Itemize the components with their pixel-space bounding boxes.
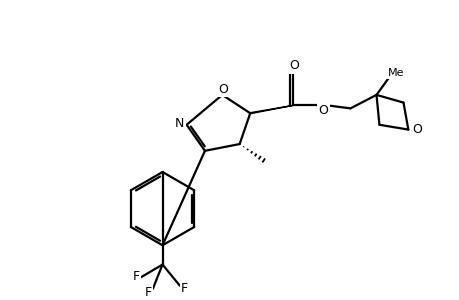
Text: O: O [289, 59, 299, 73]
Text: F: F [144, 286, 151, 299]
Text: N: N [175, 117, 184, 130]
Text: O: O [411, 123, 421, 136]
Text: O: O [218, 82, 228, 96]
Text: F: F [181, 282, 188, 295]
Text: O: O [318, 104, 328, 117]
Text: F: F [133, 270, 140, 283]
Polygon shape [250, 106, 292, 114]
Text: Me: Me [386, 68, 403, 78]
